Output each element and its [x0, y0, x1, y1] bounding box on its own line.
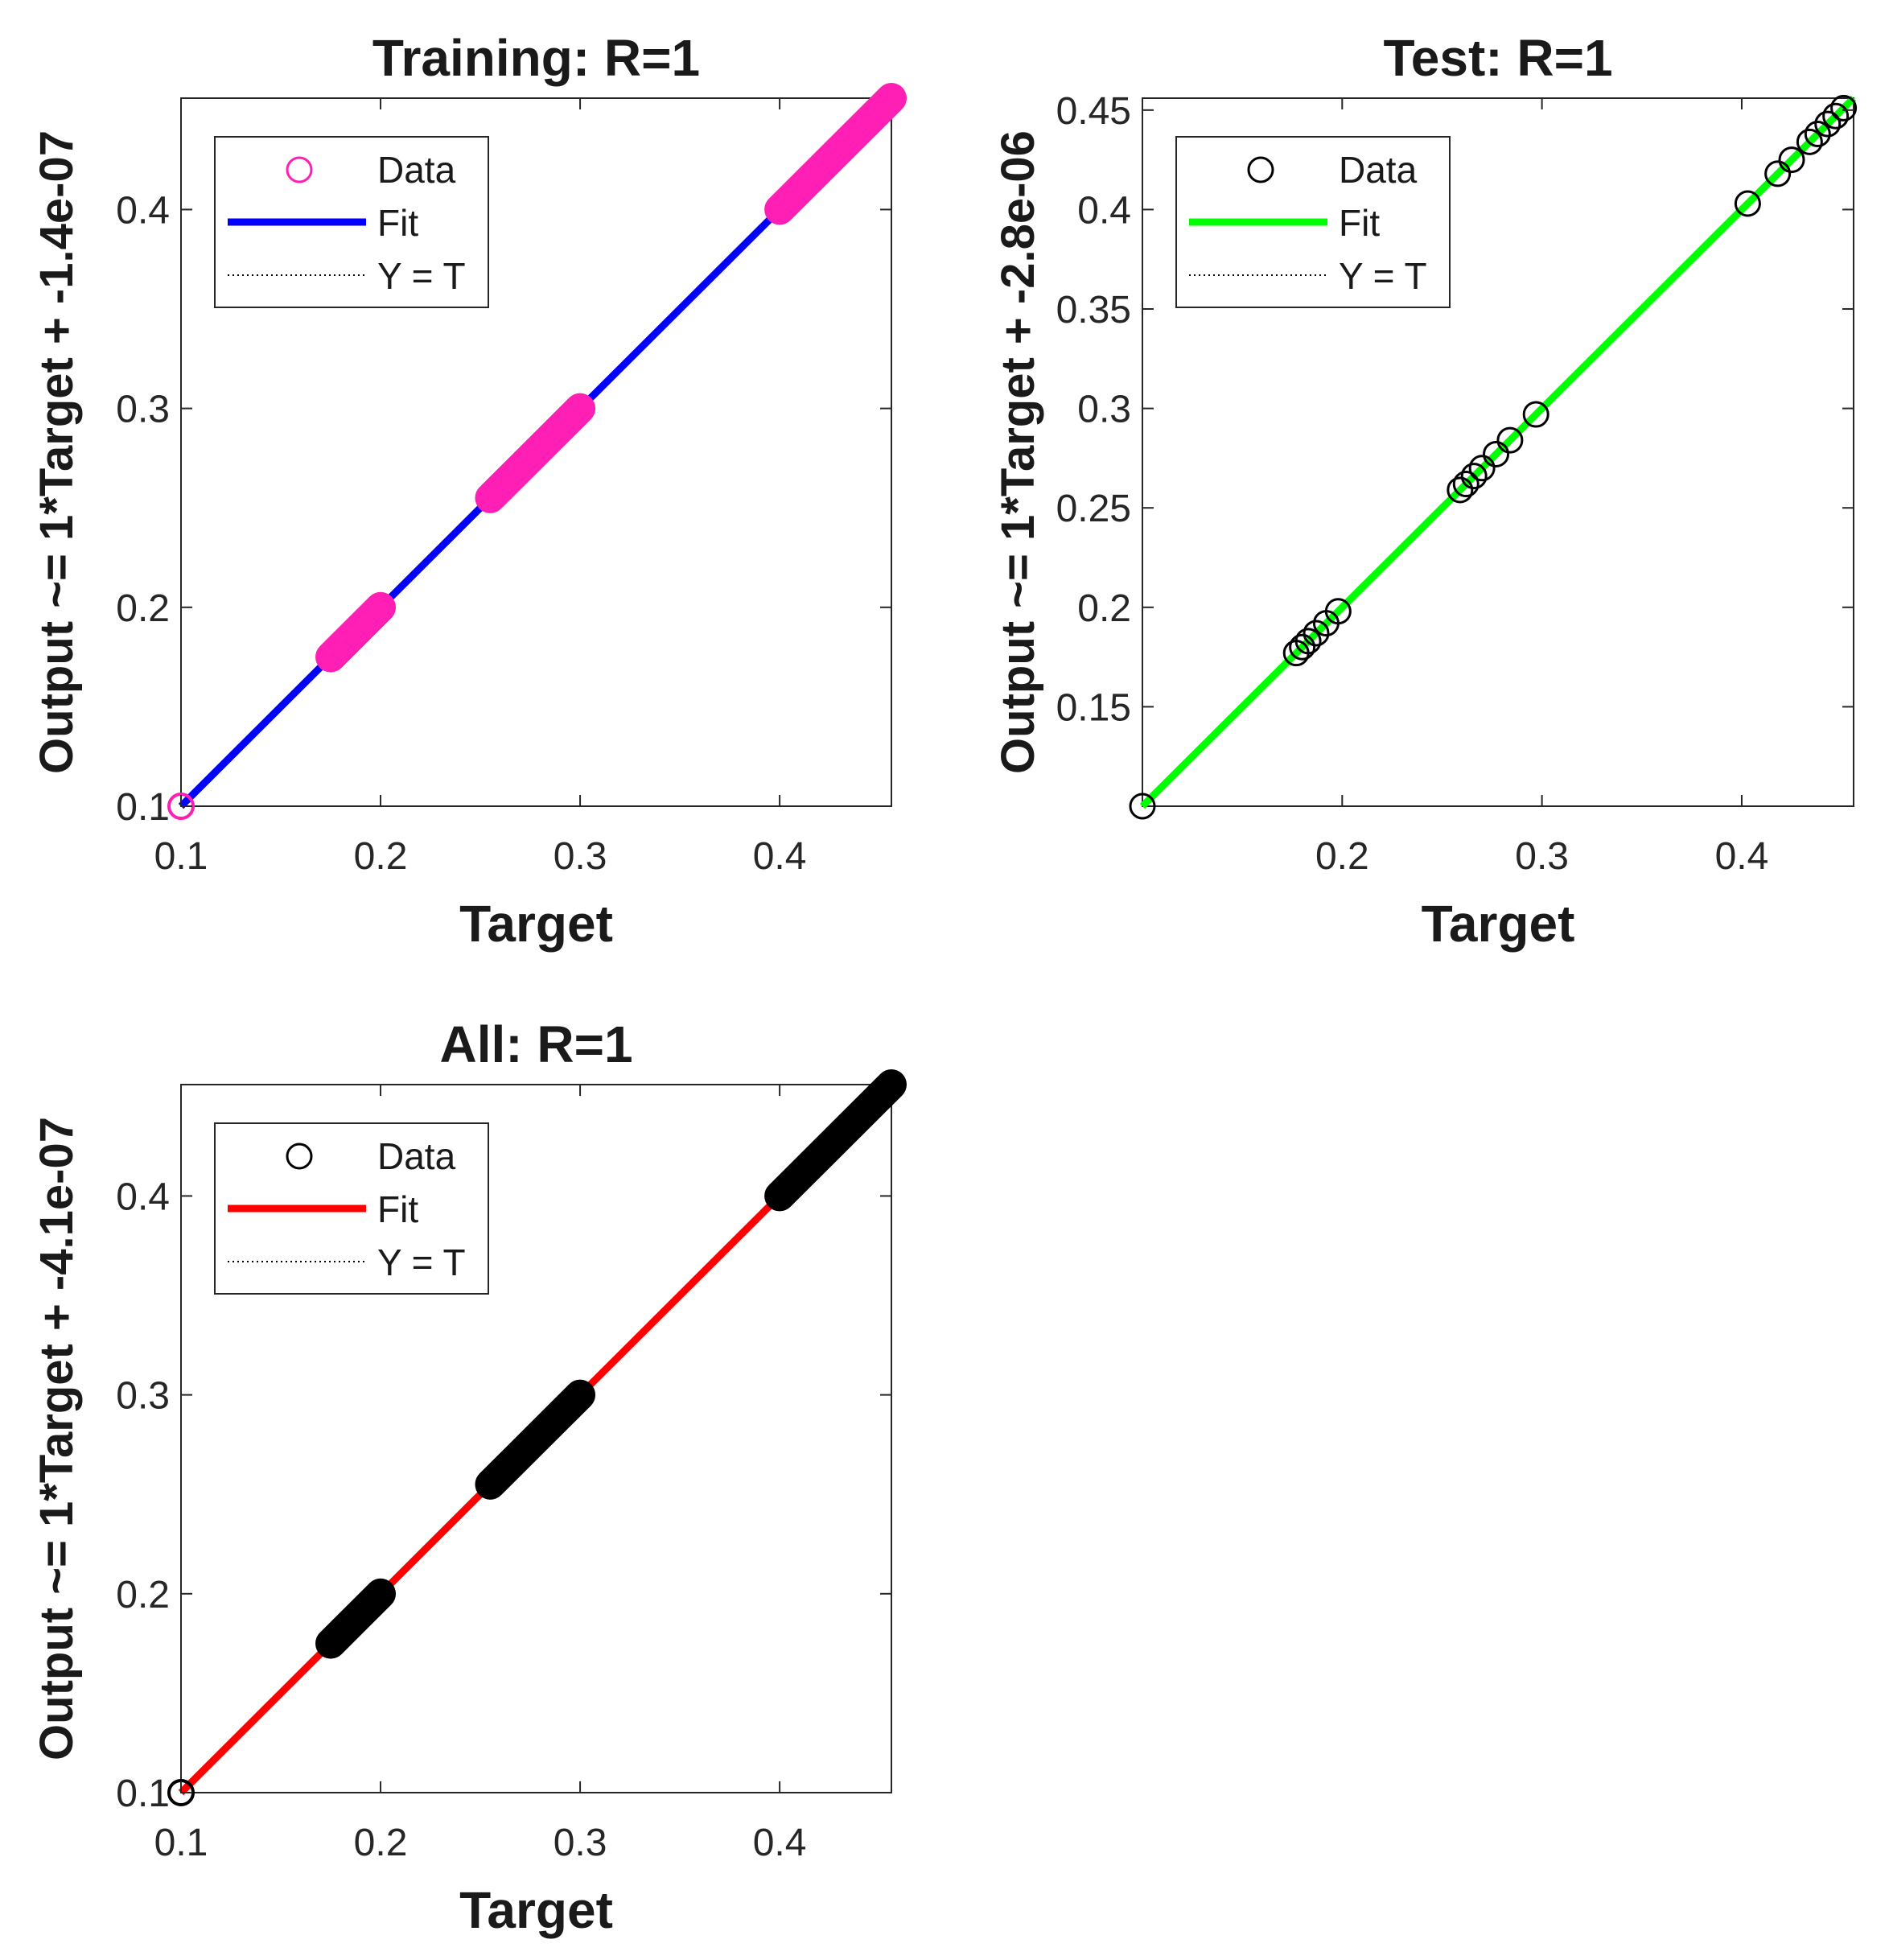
data-point-14 — [1734, 190, 1761, 217]
data-point-10 — [1468, 455, 1496, 482]
y-tick-label: 0.2 — [116, 1574, 170, 1616]
y-tick-label: 0.25 — [1056, 488, 1131, 530]
fit-line — [1139, 95, 1857, 809]
x-axis-label: Target — [459, 1881, 613, 1939]
x-tick-label: 0.4 — [1715, 835, 1769, 878]
data-point-9 — [1460, 463, 1488, 490]
y-tick-label: 0.3 — [1077, 389, 1131, 431]
legend: Data Fit Y = T — [214, 1122, 489, 1295]
data-cluster-1 — [315, 591, 397, 673]
data-point-6 — [1324, 598, 1352, 625]
legend-data-marker — [1247, 156, 1274, 183]
legend-ref-label: Y = T — [1339, 255, 1427, 297]
data-cluster-2 — [475, 393, 596, 513]
x-tick-label: 0.3 — [554, 835, 607, 878]
x-tick-label: 0.3 — [1515, 835, 1569, 878]
data-point-7 — [1447, 476, 1474, 504]
data-cluster-1 — [315, 1578, 397, 1659]
y-axis-label: Output ~= 1*Target + -1.4e-07 — [31, 130, 83, 774]
legend-data-label: Data — [1339, 149, 1418, 191]
data-point-17 — [1796, 128, 1823, 155]
y-axis-label: Output ~= 1*Target + -4.1e-07 — [31, 1117, 83, 1760]
data-cluster-3 — [764, 1069, 907, 1212]
y-tick-label: 0.15 — [1056, 686, 1131, 729]
data-point-2 — [1289, 633, 1316, 661]
x-tick-label: 0.2 — [354, 1822, 408, 1864]
legend-ref-label: Y = T — [377, 255, 466, 297]
x-tick-label: 0.2 — [354, 835, 408, 878]
legend-fit-label: Fit — [1339, 202, 1380, 244]
x-tick-label: 0.2 — [1315, 835, 1369, 878]
legend-ref-label: Y = T — [377, 1241, 466, 1283]
y-tick-label: 0.35 — [1056, 289, 1131, 331]
legend: Data Fit Y = T — [214, 136, 489, 308]
data-point-3 — [1294, 628, 1322, 655]
x-tick-label: 0.1 — [154, 835, 208, 878]
data-point-15 — [1764, 160, 1792, 187]
y-tick-label: 0.2 — [1077, 587, 1131, 630]
x-tick-label: 0.4 — [753, 835, 807, 878]
y-tick-label: 0.1 — [116, 1773, 170, 1815]
data-point-18 — [1804, 120, 1831, 147]
legend-data-label: Data — [377, 149, 456, 191]
y-tick-label: 0.4 — [1077, 189, 1131, 232]
test-regression-plot: 0.2 0.3 0.4 0.15 0.2 0.25 0.3 0.35 0.4 0.45 Test: … — [992, 29, 1858, 953]
data-point-8 — [1452, 471, 1480, 498]
legend-data-label: Data — [377, 1135, 456, 1177]
data-cluster-0 — [167, 1779, 195, 1806]
x-tick-label: 0.3 — [554, 1822, 607, 1864]
data-point-0 — [1129, 793, 1156, 820]
x-axis-label: Target — [1422, 895, 1575, 953]
data-cluster-2 — [475, 1379, 596, 1500]
legend-data-marker — [286, 156, 313, 183]
y-tick-label: 0.4 — [116, 1176, 170, 1218]
data-point-13 — [1522, 401, 1549, 428]
chart-title: Training: R=1 — [372, 29, 700, 87]
y-tick-label: 0.3 — [116, 1375, 170, 1418]
y-tick-label: 0.4 — [116, 189, 170, 232]
legend-fit-label: Fit — [377, 202, 418, 244]
chart-title: Test: R=1 — [1383, 29, 1612, 87]
data-cluster-0 — [167, 793, 195, 820]
y-axis-label: Output ~= 1*Target + -2.8e-06 — [992, 130, 1044, 774]
training-regression-plot: 0.1 0.2 0.3 0.4 0.1 0.2 0.3 0.4 Training: R=1 Tar… — [31, 29, 907, 953]
data-point-16 — [1778, 146, 1805, 174]
data-point-12 — [1496, 426, 1524, 454]
x-tick-label: 0.1 — [154, 1822, 208, 1864]
legend-data-marker — [286, 1143, 313, 1170]
data-point-11 — [1483, 440, 1510, 467]
chart-title: All: R=1 — [439, 1015, 632, 1073]
y-tick-label: 0.3 — [116, 389, 170, 431]
data-point-4 — [1303, 620, 1330, 647]
y-tick-label: 0.45 — [1056, 90, 1131, 133]
data-cluster-3 — [764, 83, 907, 225]
x-axis-label: Target — [459, 895, 613, 953]
data-point-21 — [1830, 94, 1858, 121]
y-tick-label: 0.1 — [116, 786, 170, 829]
y-tick-label: 0.2 — [116, 587, 170, 630]
legend: Data Fit Y = T — [1175, 136, 1451, 308]
legend-fit-label: Fit — [377, 1188, 418, 1230]
data-point-19 — [1814, 110, 1842, 138]
all-regression-plot: 0.1 0.2 0.3 0.4 0.1 0.2 0.3 0.4 All: R=1 Target Ou… — [31, 1015, 907, 1939]
x-tick-label: 0.4 — [753, 1822, 807, 1864]
data-point-20 — [1822, 102, 1850, 130]
